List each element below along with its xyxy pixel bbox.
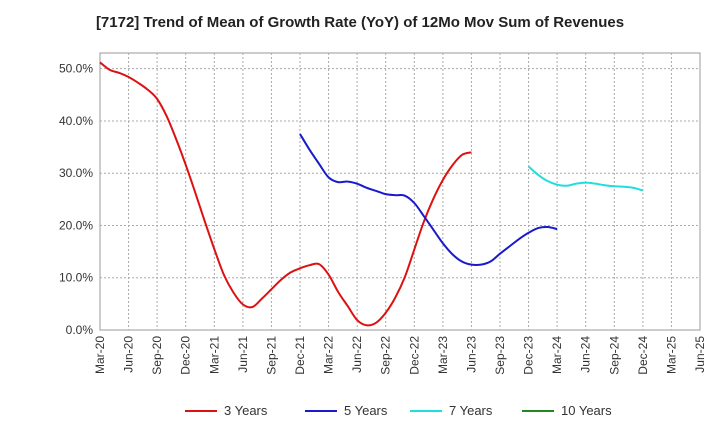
y-tick-label: 0.0%: [66, 323, 94, 337]
x-tick-label: Mar-25: [664, 336, 678, 374]
x-tick-label: Sep-24: [607, 336, 621, 375]
legend-label-5-years: 5 Years: [344, 403, 388, 418]
x-tick-label: Sep-21: [264, 336, 278, 375]
x-tick-label: Dec-24: [636, 336, 650, 375]
chart-title: [7172] Trend of Mean of Growth Rate (YoY…: [95, 14, 625, 31]
series-line-5-years: [299, 133, 558, 267]
x-tick-label: Mar-20: [93, 336, 107, 374]
legend-label-10-years: 10 Years: [561, 403, 612, 418]
x-tick-label: Mar-24: [550, 336, 564, 374]
x-tick-label: Jun-20: [122, 336, 136, 373]
x-tick-label: Jun-23: [464, 336, 478, 373]
x-tick-label: Sep-23: [493, 336, 507, 375]
y-tick-label: 10.0%: [59, 271, 93, 285]
x-tick-label: Dec-21: [293, 336, 307, 375]
legend-label-7-years: 7 Years: [449, 403, 493, 418]
x-tick-label: Dec-22: [407, 336, 421, 375]
x-tick-label: Dec-23: [522, 336, 536, 375]
x-tick-label: Jun-25: [693, 336, 707, 373]
y-tick-label: 50.0%: [59, 62, 93, 76]
x-tick-label: Dec-20: [179, 336, 193, 375]
x-tick-label: Sep-20: [150, 336, 164, 375]
y-tick-label: 40.0%: [59, 114, 93, 128]
y-tick-label: 30.0%: [59, 166, 93, 180]
series-line-3-years: [99, 61, 472, 327]
x-tick-label: Jun-21: [236, 336, 250, 373]
x-tick-label: Jun-24: [579, 336, 593, 373]
series-line-7-years: [527, 165, 644, 192]
legend-label-3-years: 3 Years: [224, 403, 268, 418]
x-tick-label: Sep-22: [379, 336, 393, 375]
plot-area: [99, 52, 701, 331]
x-tick-label: Mar-21: [207, 336, 221, 374]
x-tick-label: Mar-23: [436, 336, 450, 374]
x-tick-label: Jun-22: [350, 336, 364, 373]
x-tick-label: Mar-22: [322, 336, 336, 374]
y-tick-label: 20.0%: [59, 218, 93, 232]
